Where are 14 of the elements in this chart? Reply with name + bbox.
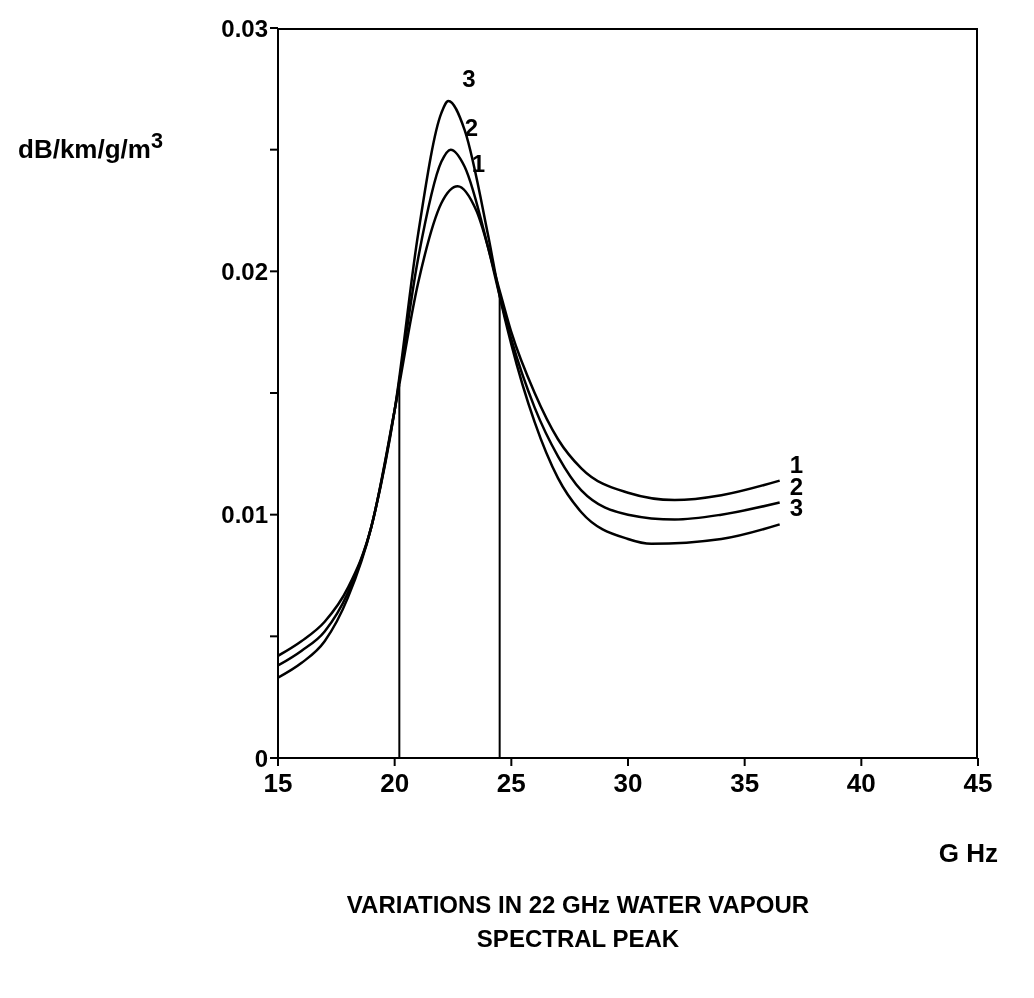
x-tick-label: 35: [730, 768, 760, 799]
x-axis-title: G Hz: [938, 838, 998, 869]
text: 3: [462, 65, 476, 92]
x-tick-label: 45: [963, 768, 993, 799]
y-tick-label: 0.02: [221, 257, 268, 285]
text: 2: [464, 113, 479, 141]
x-tick-label: 30: [613, 768, 643, 799]
y-axis-title: dB/km/g/m$^{3}$: [18, 128, 163, 165]
y-tick-label: 0.01: [221, 501, 268, 529]
x-tick-label: 20: [380, 768, 410, 799]
y-tick-label: 0.03: [221, 14, 268, 42]
x-tick-label: 25: [496, 768, 526, 799]
x-tick-label: 40: [846, 768, 876, 799]
text: VARIATIONS IN 22 GHz WATER VAPOUR SPECTRAL PEAK: [345, 890, 811, 954]
